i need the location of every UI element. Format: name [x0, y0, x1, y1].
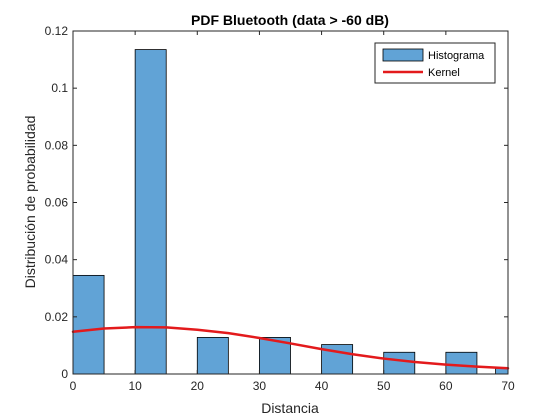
- x-tick-label: 50: [377, 379, 391, 393]
- histogram-bar: [383, 351, 416, 375]
- x-axis-label: Distancia: [261, 400, 319, 416]
- x-axis-ticks: 0 10 20 30 40 50 60 70: [70, 31, 515, 393]
- x-tick-label: 30: [253, 379, 267, 393]
- chart-title: PDF Bluetooth (data > -60 dB): [191, 12, 389, 28]
- x-tick-label: 40: [315, 379, 329, 393]
- y-tick-label: 0.04: [45, 253, 69, 267]
- y-tick-label: 0: [61, 367, 68, 381]
- histogram-bar: [445, 351, 478, 375]
- legend-label-histograma: Histograma: [428, 50, 485, 62]
- kernel-line: [71, 325, 510, 370]
- y-tick-label: 0.12: [45, 24, 69, 38]
- x-tick-label: 0: [70, 379, 77, 393]
- legend-label-kernel: Kernel: [428, 67, 460, 79]
- y-tick-label: 0.08: [45, 138, 69, 152]
- x-tick-label: 10: [128, 379, 142, 393]
- histogram-bar: [134, 49, 167, 375]
- histogram-bar: [196, 337, 229, 375]
- legend-swatch-histograma: [382, 48, 424, 62]
- x-tick-label: 20: [191, 379, 205, 393]
- y-axis-label: Distribución de probabilidad: [22, 116, 38, 289]
- histogram-bars: [72, 49, 509, 375]
- y-axis-ticks: 0 0.02 0.04 0.06 0.08 0.1 0.12: [45, 24, 508, 381]
- x-tick-label: 60: [439, 379, 453, 393]
- x-tick-label: 70: [501, 379, 515, 393]
- y-tick-label: 0.06: [45, 196, 69, 210]
- legend: Histograma Kernel: [374, 42, 496, 84]
- histogram-bar: [72, 274, 105, 375]
- kernel-layer: [71, 325, 510, 370]
- y-tick-label: 0.1: [51, 81, 68, 95]
- y-tick-label: 0.02: [45, 310, 69, 324]
